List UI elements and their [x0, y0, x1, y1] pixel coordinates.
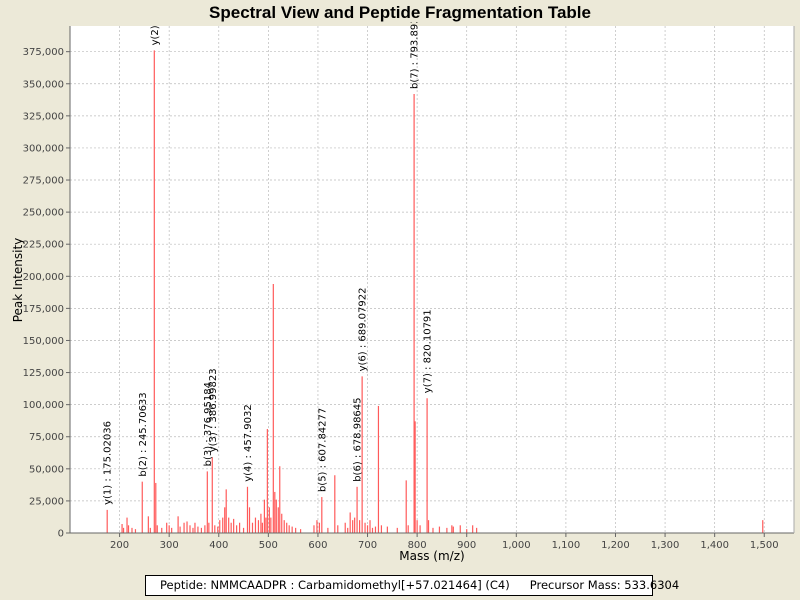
x-tick-label: 1,200	[601, 540, 630, 551]
y-tick-label: 0	[58, 529, 64, 540]
x-tick-label: 400	[209, 540, 228, 551]
fragment-annotation: y(2) : 270.09781	[150, 0, 161, 45]
fragment-annotation: y(7) : 820.10791	[423, 309, 434, 393]
fragment-annotation: y(1) : 175.02036	[103, 421, 114, 505]
fragment-annotation: b(3) : 376.95184	[203, 382, 214, 466]
fragment-annotation: b(5) : 607.84277	[317, 408, 328, 492]
grid-layer	[70, 26, 794, 533]
x-tick-label: 200	[110, 540, 129, 551]
y-tick-label: 325,000	[23, 111, 64, 122]
y-tick-label: 150,000	[23, 336, 64, 347]
x-tick-label: 600	[308, 540, 327, 551]
y-tick-label: 250,000	[23, 208, 64, 219]
fragment-annotation: b(6) : 678.98645	[353, 397, 364, 481]
x-tick-label: 1,100	[552, 540, 581, 551]
fragment-annotation: y(6) : 689.07922	[358, 288, 369, 372]
x-tick-label: 800	[408, 540, 427, 551]
annotation-layer: y(1) : 175.02036 b(2) : 245.70633 y(2) : 2…	[103, 0, 434, 505]
x-tick-label: 900	[457, 540, 476, 551]
x-axis-label: Mass (m/z)	[399, 549, 464, 563]
y-tick-label: 350,000	[23, 79, 64, 90]
fragment-annotation: y(4) : 457.9032	[243, 404, 254, 482]
y-axis-label: Peak Intensity	[11, 238, 25, 323]
y-tick-label: 375,000	[23, 47, 64, 58]
y-tick-label: 225,000	[23, 240, 64, 251]
x-tick-label: 1,500	[750, 540, 779, 551]
fragment-annotation: y(3) : 386.99823	[208, 368, 219, 452]
y-tick-label: 100,000	[23, 400, 64, 411]
y-tick-label: 25,000	[29, 496, 64, 507]
y-tick-label: 175,000	[23, 304, 64, 315]
y-tick-label: 200,000	[23, 272, 64, 283]
plot-area	[70, 26, 794, 533]
x-tick-label: 1,000	[502, 540, 531, 551]
peptide-text: Peptide: NMMCAADPR : Carbamidomethyl[+57…	[160, 578, 510, 592]
x-tick-label: 300	[160, 540, 179, 551]
precursor-mass-text: Precursor Mass: 533.6304	[529, 578, 680, 592]
axis-layer: 200 300 400 500 600 700 800 900 1,000 1,100 1,200 1…	[23, 26, 795, 551]
y-tick-label: 50,000	[29, 464, 64, 475]
x-tick-label: 700	[358, 540, 377, 551]
chart-title: Spectral View and Peptide Fragmentation …	[209, 3, 591, 22]
y-tick-label: 300,000	[23, 143, 64, 154]
y-tick-label: 75,000	[29, 432, 64, 443]
fragment-annotation: b(2) : 245.70633	[138, 392, 149, 476]
x-tick-label: 1,300	[651, 540, 680, 551]
y-tick-label: 275,000	[23, 176, 64, 187]
x-tick-label: 500	[259, 540, 278, 551]
fragment-annotation: b(7) : 793.89331	[410, 5, 421, 89]
y-tick-label: 125,000	[23, 368, 64, 379]
x-tick-label: 1,400	[700, 540, 729, 551]
peptide-info-box: Peptide: NMMCAADPR : Carbamidomethyl[+57…	[145, 575, 679, 596]
peak-layer	[106, 50, 764, 533]
